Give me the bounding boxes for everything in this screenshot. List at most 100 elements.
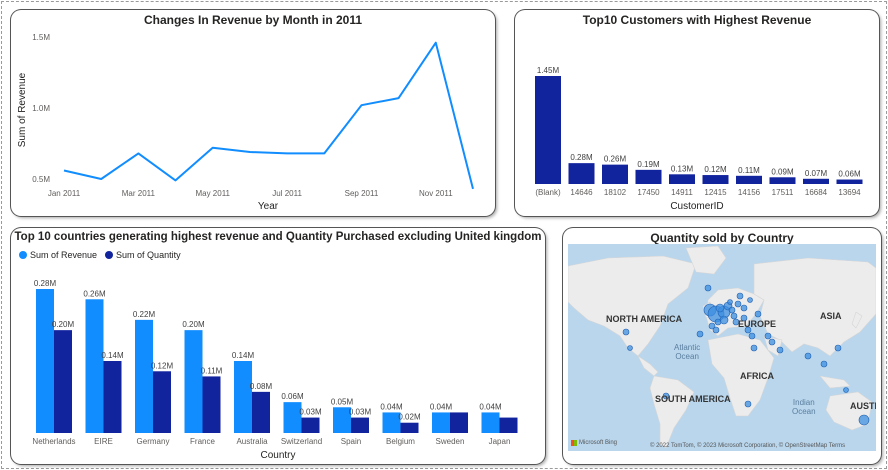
y-tick-label: 1.5M: [32, 33, 50, 42]
x-tick-label: May 2011: [195, 189, 230, 198]
map-bubble[interactable]: [768, 338, 776, 346]
customer-id-label: 13694: [838, 188, 861, 197]
map-bubble[interactable]: [715, 303, 725, 313]
map-bubble[interactable]: [732, 318, 740, 326]
top-customers-visual[interactable]: Top10 Customers with Highest Revenue 1.4…: [515, 10, 879, 216]
map-bubble[interactable]: [730, 312, 738, 320]
map-bubble[interactable]: [704, 284, 712, 292]
line-point: [434, 41, 438, 45]
quantity-data-label: 0.03M: [299, 408, 322, 417]
indian-ocean-word: Ocean: [792, 407, 816, 416]
map-bubble[interactable]: [734, 300, 742, 308]
map-bubble[interactable]: [712, 326, 720, 334]
microsoft-logo-icon: [571, 440, 577, 446]
x-tick-label: Nov 2011: [419, 189, 453, 198]
country-label: EIRE: [94, 437, 113, 446]
customer-id-label: 16684: [805, 188, 828, 197]
line-point: [136, 151, 140, 155]
revenue-line: [63, 41, 474, 190]
customer-data-label: 0.11M: [738, 166, 760, 175]
x-axis-title: CustomerID: [670, 201, 723, 212]
legend-dot-quantity: [105, 251, 114, 259]
quantity-data-label: 0.03M: [349, 408, 372, 417]
revenue-bar: [85, 299, 104, 433]
map-bubble[interactable]: [750, 344, 758, 352]
customer-data-label: 0.26M: [604, 155, 627, 164]
customer-id-label: 14911: [671, 188, 693, 197]
map-bubble[interactable]: [740, 314, 748, 322]
revenue-data-label: 0.28M: [34, 279, 57, 288]
map-bubble[interactable]: [744, 400, 752, 408]
revenue-by-month-visual[interactable]: Changes In Revenue by Month in 2011 1.5M…: [11, 10, 495, 216]
revenue-bar: [184, 330, 203, 433]
map-bubble[interactable]: [736, 292, 744, 300]
customer-bar: [769, 177, 796, 184]
revenue-data-label: 0.26M: [83, 289, 106, 298]
line-chart-title: Changes In Revenue by Month in 2011: [143, 13, 363, 27]
quantity-bar: [400, 422, 419, 433]
map-bubble[interactable]: [764, 332, 772, 340]
map-bubble[interactable]: [708, 322, 716, 330]
revenue-bar: [234, 361, 252, 433]
customer-bar: [568, 163, 595, 184]
indian-word: Indian: [792, 398, 815, 407]
map-label-atlantic-ocean: Atlantic Ocean: [674, 343, 700, 361]
map-bubble[interactable]: [714, 318, 722, 326]
map-bubble[interactable]: [748, 332, 756, 340]
map-bubble[interactable]: [696, 330, 704, 338]
revenue-data-label: 0.20M: [182, 320, 205, 329]
top-countries-visual[interactable]: Top 10 countries generating highest reve…: [11, 228, 545, 464]
map-bubble[interactable]: [776, 346, 784, 354]
quantity-data-label: 0.14M: [101, 351, 124, 360]
map-bubble[interactable]: [727, 299, 733, 305]
map-bubble[interactable]: [728, 306, 736, 314]
line-point: [173, 178, 177, 182]
quantity-map-visual[interactable]: Quantity sold by Country: [563, 228, 881, 464]
y-axis-title: Sum of Revenue: [17, 72, 28, 147]
map-bubble[interactable]: [858, 414, 870, 426]
legend-item-quantity[interactable]: Sum of Quantity: [105, 250, 181, 260]
quantity-bar: [499, 417, 518, 433]
quantity-bar: [202, 376, 221, 433]
countries-legend[interactable]: Sum of Revenue Sum of Quantity: [19, 250, 181, 260]
customer-data-label: 0.09M: [771, 167, 794, 176]
customer-data-label: 0.06M: [838, 170, 861, 179]
customer-data-label: 0.28M: [570, 153, 593, 162]
map-bubble[interactable]: [662, 392, 670, 400]
map-bubble[interactable]: [804, 352, 812, 360]
quantity-bar: [54, 330, 72, 433]
customer-bar: [535, 76, 561, 184]
quantity-bar: [153, 371, 171, 433]
world-map[interactable]: NORTH AMERICA EUROPE ASIA AFRICA SOUTH A…: [568, 244, 876, 451]
line-point: [471, 187, 475, 191]
revenue-data-label: 0.06M: [281, 392, 304, 401]
customer-data-label: 0.07M: [805, 169, 828, 178]
revenue-bar: [432, 412, 450, 433]
x-axis-title: Country: [260, 450, 295, 461]
revenue-data-label: 0.04M: [380, 402, 403, 411]
quantity-bar: [351, 417, 369, 433]
customer-id-label: 17511: [772, 188, 794, 197]
y-tick-label: 1.0M: [32, 104, 50, 113]
map-bubble[interactable]: [834, 344, 842, 352]
customers-chart-title: Top10 Customers with Highest Revenue: [582, 13, 812, 27]
countries-chart-svg: 0.28M 0.20M Netherlands 0.26M 0.14M EIRE 0.22M…: [32, 279, 518, 461]
map-title: Quantity sold by Country: [650, 231, 794, 245]
map-bubble[interactable]: [754, 310, 762, 318]
map-bubble[interactable]: [843, 387, 849, 393]
map-attribution[interactable]: © 2022 TomTom, © 2023 Microsoft Corporat…: [650, 443, 846, 449]
x-axis-title: Year: [258, 201, 279, 212]
map-bubble[interactable]: [622, 328, 630, 336]
map-bubble[interactable]: [744, 326, 752, 334]
legend-dot-revenue: [19, 251, 27, 259]
revenue-data-label: 0.04M: [430, 402, 453, 411]
map-bubble[interactable]: [747, 297, 753, 303]
map-bubbles[interactable]: [622, 284, 870, 426]
map-bubble[interactable]: [627, 345, 633, 351]
revenue-bar: [481, 412, 500, 433]
line-point: [248, 150, 252, 154]
quantity-data-label: 0.08M: [250, 382, 273, 391]
legend-item-revenue[interactable]: Sum of Revenue: [19, 250, 97, 260]
map-bubble[interactable]: [740, 304, 748, 312]
map-bubble[interactable]: [820, 360, 828, 368]
